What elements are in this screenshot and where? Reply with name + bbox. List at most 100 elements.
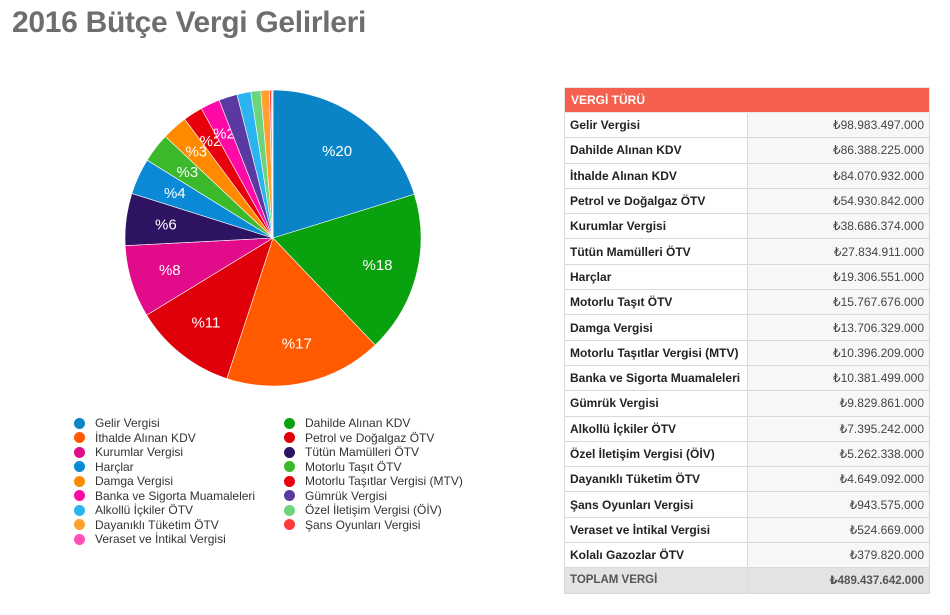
slice-percent-label: %4: [164, 185, 186, 202]
table-row: Motorlu Taşıt ÖTV ₺15.767.676.000: [564, 289, 930, 316]
legend-label: Kurumlar Vergisi: [95, 445, 184, 460]
table-row: Alkollü İçkiler ÖTV ₺7.395.242.000: [564, 415, 930, 442]
slice-percent-label: %8: [159, 262, 181, 279]
table-row: Veraset ve İntikal Vergisi ₺524.669.000: [564, 516, 930, 544]
legend-label: Petrol ve Doğalgaz ÖTV: [305, 430, 435, 445]
tax-name-cell: Tütün Mamülleri ÖTV: [564, 238, 748, 265]
legend-item: Petrol ve Doğalgaz ÖTV: [284, 431, 494, 446]
slice-percent-label: %3: [176, 164, 198, 181]
tax-amount-cell: ₺7.395.242.000: [746, 415, 930, 442]
slice-percent-label: %17: [282, 335, 312, 352]
legend-label: Gümrük Vergisi: [305, 488, 388, 503]
table-row: Tütün Mamülleri ÖTV ₺27.834.911.000: [564, 238, 930, 265]
slice-percent-label: %2: [200, 133, 222, 150]
table-row: Kolalı Gazozlar ÖTV ₺379.820.000: [564, 542, 930, 569]
table-row: Harçlar ₺19.306.551.000: [564, 263, 930, 291]
tax-amount-cell: ₺27.834.911.000: [746, 238, 930, 265]
legend-swatch: [74, 490, 85, 502]
chart-legend: Gelir Vergisi Dahilde Alınan KDV İthalde A…: [74, 416, 494, 547]
table-row: Damga Vergisi ₺13.706.329.000: [564, 314, 930, 341]
legend-item: İthalde Alınan KDV: [74, 431, 284, 446]
legend-label: Motorlu Taşıtlar Vergisi (MTV): [305, 474, 463, 489]
legend-label: Alkollü İçkiler ÖTV: [95, 503, 194, 518]
table-row: Motorlu Taşıtlar Vergisi (MTV) ₺10.396.20…: [564, 339, 930, 366]
pie-slice: [272, 89, 415, 239]
pie-slice: [226, 237, 376, 387]
legend-swatch: [284, 519, 295, 531]
table-row: Gümrük Vergisi ₺9.829.861.000: [564, 390, 930, 417]
tax-amount-cell: ₺15.767.676.000: [746, 289, 930, 316]
tax-amount-cell: ₺524.669.000: [746, 516, 930, 544]
tax-name-cell: Kolalı Gazozlar ÖTV: [564, 542, 748, 569]
legend-swatch: [284, 504, 295, 516]
table-row: Kurumlar Vergisi ₺38.686.374.000: [564, 213, 930, 240]
tax-name-cell: Özel İletişim Vergisi (ÖİV): [564, 440, 748, 468]
tax-amount-cell: ₺38.686.374.000: [746, 213, 930, 240]
tax-name-cell: İthalde Alınan KDV: [564, 162, 748, 189]
legend-label: Motorlu Taşıt ÖTV: [305, 459, 402, 474]
tax-amount-cell: ₺54.930.842.000: [746, 187, 930, 215]
legend-swatch: [284, 446, 295, 458]
legend-label: Gelir Vergisi: [95, 416, 160, 431]
slice-percent-label: %6: [155, 216, 177, 233]
table-row: Petrol ve Doğalgaz ÖTV ₺54.930.842.000: [564, 187, 930, 215]
legend-item: Harçlar: [74, 460, 284, 475]
tax-name-cell: Motorlu Taşıt ÖTV: [564, 289, 748, 316]
legend-label: Özel İletişim Vergisi (ÖİV): [305, 503, 442, 518]
table-row: Özel İletişim Vergisi (ÖİV) ₺5.262.338.00…: [564, 440, 930, 468]
legend-swatch: [74, 417, 85, 429]
table-header-vergi-turu: VERGİ TÜRÜ: [564, 87, 930, 113]
legend-item: Dahilde Alınan KDV: [284, 416, 494, 431]
legend-label: İthalde Alınan KDV: [95, 430, 196, 445]
legend-item: Şans Oyunları Vergisi: [284, 518, 494, 533]
legend-label: Dahilde Alınan KDV: [305, 416, 411, 431]
legend-swatch: [74, 533, 85, 545]
tax-amount-cell: ₺943.575.000: [746, 491, 930, 518]
tax-name-cell: Gümrük Vergisi: [564, 390, 748, 417]
tax-name-cell: Gelir Vergisi: [564, 111, 748, 139]
table-row: Dahilde Alınan KDV ₺86.388.225.000: [564, 137, 930, 164]
tax-name-cell: Dahilde Alınan KDV: [564, 137, 748, 164]
tax-amount-cell: ₺19.306.551.000: [746, 263, 930, 291]
tax-amount-cell: ₺4.649.092.000: [746, 466, 930, 493]
slice-percent-label: %18: [363, 257, 393, 274]
tax-amount-cell: ₺86.388.225.000: [746, 137, 930, 164]
slice-percent-label: %2: [213, 125, 235, 142]
table-row: Banka ve Sigorta Muamaleleri ₺10.381.499.…: [564, 364, 930, 392]
table-row: Şans Oyunları Vergisi ₺943.575.000: [564, 491, 930, 518]
legend-item: Banka ve Sigorta Muamaleleri: [74, 489, 284, 504]
legend-swatch: [284, 432, 295, 444]
tax-amount-cell: ₺98.983.497.000: [746, 111, 930, 139]
legend-swatch: [74, 461, 85, 473]
tax-name-cell: Petrol ve Doğalgaz ÖTV: [564, 187, 748, 215]
legend-item: Gümrük Vergisi: [284, 489, 494, 504]
total-value: ₺489.437.642.000: [746, 567, 930, 594]
legend-label: Harçlar: [95, 459, 134, 474]
legend-swatch: [74, 475, 85, 487]
tax-table-container: VERGİ TÜRÜ Gelir Vergisi ₺98.983.497.000 D…: [564, 87, 930, 594]
tax-amount-cell: ₺84.070.932.000: [746, 162, 930, 189]
legend-label: Şans Oyunları Vergisi: [305, 517, 421, 532]
legend-swatch: [74, 504, 85, 516]
tax-amount-cell: ₺5.262.338.000: [746, 440, 930, 468]
legend-item: Motorlu Taşıt ÖTV: [284, 460, 494, 475]
legend-item: Tütün Mamülleri ÖTV: [284, 445, 494, 460]
table-row: Gelir Vergisi ₺98.983.497.000: [564, 111, 930, 139]
legend-label: Tütün Mamülleri ÖTV: [305, 445, 420, 460]
slice-percent-label: %20: [322, 143, 352, 160]
tax-name-cell: Banka ve Sigorta Muamaleleri: [564, 364, 748, 392]
table-body: Gelir Vergisi ₺98.983.497.000 Dahilde Alın…: [564, 111, 930, 594]
legend-swatch: [284, 475, 295, 487]
pie-slice: [271, 89, 274, 239]
legend-item: Veraset ve İntikal Vergisi: [74, 532, 284, 547]
tax-amount-cell: ₺13.706.329.000: [746, 314, 930, 341]
tax-name-cell: Alkollü İçkiler ÖTV: [564, 415, 748, 442]
tax-name-cell: Harçlar: [564, 263, 748, 291]
tax-amount-cell: ₺10.396.209.000: [746, 339, 930, 366]
legend-label: Dayanıklı Tüketim ÖTV: [95, 517, 219, 532]
legend-item: Özel İletişim Vergisi (ÖİV): [284, 503, 494, 518]
pie-chart: %20%18%17%11%8%6%4%3%3%2%2: [124, 89, 422, 387]
tax-table: VERGİ TÜRÜ Gelir Vergisi ₺98.983.497.000 D…: [564, 87, 930, 594]
tax-name-cell: Şans Oyunları Vergisi: [564, 491, 748, 518]
legend-item: Dayanıklı Tüketim ÖTV: [74, 518, 284, 533]
